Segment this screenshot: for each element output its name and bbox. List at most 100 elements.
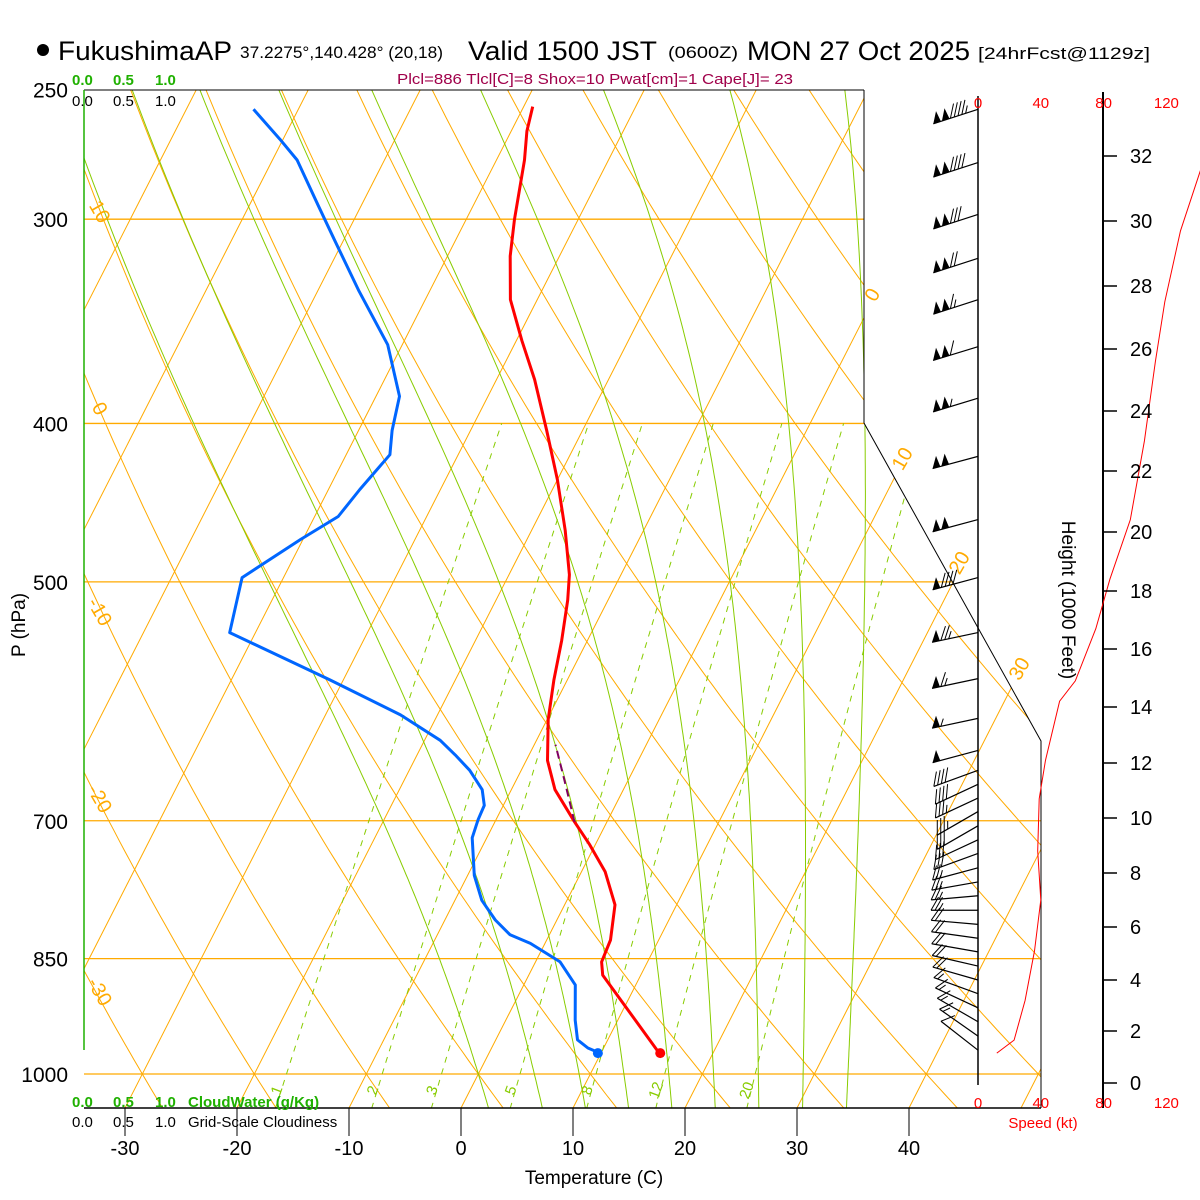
barb-full bbox=[948, 570, 954, 586]
barb-staff bbox=[932, 749, 979, 764]
profiles bbox=[228, 106, 666, 1059]
wind-speed-line bbox=[996, 170, 1200, 1054]
isotherm bbox=[1020, 90, 1041, 1108]
wind-barb bbox=[939, 1002, 979, 1037]
cloud-bottom-black-2: 1.0 bbox=[155, 1114, 176, 1131]
height-tick-label: 16 bbox=[1130, 639, 1152, 661]
barb-staff bbox=[936, 811, 979, 836]
speed-tick-label-top: 0 bbox=[974, 95, 982, 112]
dry-adiabat bbox=[84, 90, 618, 1108]
mixing-ratio-label: 8 bbox=[578, 1084, 597, 1098]
barb-pennant bbox=[932, 676, 940, 689]
barb-pennant bbox=[941, 516, 949, 530]
barb-staff bbox=[932, 397, 979, 413]
mixing-ratio-line bbox=[371, 423, 590, 1108]
wind-barb bbox=[930, 896, 978, 911]
temperature-axis: -30 -20 -10 0 10 20 30 40 bbox=[111, 1108, 920, 1160]
cloud-top-green-2: 1.0 bbox=[155, 72, 176, 89]
valid-date: MON 27 Oct 2025 bbox=[747, 36, 970, 66]
isotherm bbox=[84, 90, 197, 1108]
dry-adiabat bbox=[1110, 90, 1200, 1109]
barb-full bbox=[944, 767, 949, 783]
barb-staff bbox=[931, 678, 979, 689]
height-tick-label: 22 bbox=[1130, 461, 1152, 483]
wind-barb bbox=[933, 152, 979, 178]
barb-full bbox=[940, 625, 946, 641]
moist-adiabat bbox=[199, 90, 586, 1108]
barb-full bbox=[933, 854, 937, 870]
isotherm-label: 20 bbox=[945, 548, 975, 578]
barb-full bbox=[937, 770, 941, 786]
barb-pennant bbox=[941, 396, 950, 410]
height-tick-label: 24 bbox=[1130, 401, 1152, 423]
barb-staff bbox=[933, 977, 979, 995]
height-tick-label: 2 bbox=[1130, 1021, 1141, 1043]
wind-barb bbox=[936, 811, 979, 836]
pressure-tick-label: 400 bbox=[33, 413, 68, 436]
barb-full bbox=[940, 1015, 956, 1022]
speed-tick-label-bottom: 40 bbox=[1032, 1095, 1049, 1112]
barb-half bbox=[949, 398, 953, 407]
barb-full bbox=[935, 920, 946, 933]
mixing-ratio-line bbox=[509, 423, 714, 1108]
height-tick-label: 32 bbox=[1130, 146, 1152, 168]
barb-full bbox=[931, 931, 942, 945]
dry-adiabat-label: 10 bbox=[84, 197, 114, 227]
barb-pennant bbox=[933, 399, 941, 412]
barb-full bbox=[940, 672, 946, 687]
cloud-bottom-green-1: 0.5 bbox=[113, 1094, 134, 1111]
isotherm bbox=[124, 90, 645, 1108]
forecast-info: [24hrFcst@1129z] bbox=[978, 44, 1150, 63]
dry-adiabat bbox=[84, 90, 164, 1108]
barb-pennant bbox=[933, 164, 941, 178]
barb-staff bbox=[933, 769, 979, 787]
barb-full bbox=[953, 102, 958, 118]
barb-pennant bbox=[932, 455, 941, 469]
cloud-bottom-green-2: 1.0 bbox=[155, 1094, 176, 1111]
dry-adiabat bbox=[84, 90, 277, 1108]
temperature-tick-label: 30 bbox=[786, 1138, 808, 1160]
barb-half bbox=[942, 1007, 951, 1012]
barb-full bbox=[944, 625, 950, 640]
dry-adiabat bbox=[657, 90, 1041, 1108]
height-tick-label: 12 bbox=[1130, 753, 1152, 775]
barb-full bbox=[949, 252, 955, 268]
plot-frame bbox=[83, 89, 1104, 1109]
isotherm bbox=[796, 90, 1041, 1108]
wind-barb bbox=[933, 293, 979, 315]
barb-full bbox=[949, 340, 955, 356]
wind-barbs bbox=[930, 99, 979, 1051]
pressure-tick-label: 300 bbox=[33, 209, 68, 232]
pressure-axis: 250 300 400 500 700 850 1000 bbox=[21, 80, 68, 1087]
barb-staff bbox=[932, 954, 979, 967]
dry-adiabat bbox=[431, 90, 1041, 1108]
barb-full bbox=[944, 571, 950, 587]
dry-adiabat-label: -20 bbox=[82, 781, 116, 817]
temperature-tick-label: 0 bbox=[455, 1138, 466, 1160]
wind-barb bbox=[931, 944, 979, 967]
barb-half bbox=[938, 984, 946, 991]
height-tick-label: 30 bbox=[1130, 211, 1152, 233]
stability-indices: Plcl=886 Tlcl[C]=8 Shox=10 Pwat[cm]=1 Ca… bbox=[397, 71, 793, 88]
barb-staff bbox=[931, 881, 979, 891]
barb-pennant bbox=[933, 301, 941, 315]
valid-zulu: (0600Z) bbox=[668, 43, 738, 62]
cloud-top-black-0: 0.0 bbox=[72, 93, 93, 110]
dry-adiabat-label: -10 bbox=[82, 594, 116, 630]
wind-barb bbox=[935, 978, 979, 1009]
barb-full bbox=[940, 572, 946, 588]
valid-time: Valid 1500 JST bbox=[468, 36, 657, 66]
barb-pennant bbox=[941, 345, 950, 358]
barb-pennant bbox=[932, 715, 940, 729]
moist-adiabat bbox=[371, 90, 673, 1108]
barb-full bbox=[942, 799, 945, 815]
wind-barb bbox=[931, 931, 979, 953]
barb-pennant bbox=[933, 260, 941, 273]
barb-full bbox=[935, 978, 949, 989]
barb-half bbox=[948, 630, 952, 639]
barb-half bbox=[940, 718, 944, 727]
wind-barb bbox=[940, 1015, 979, 1051]
cloud-top-black-1: 0.5 bbox=[113, 93, 134, 110]
dry-adiabat bbox=[356, 90, 1041, 1108]
wind-barb bbox=[931, 672, 979, 689]
